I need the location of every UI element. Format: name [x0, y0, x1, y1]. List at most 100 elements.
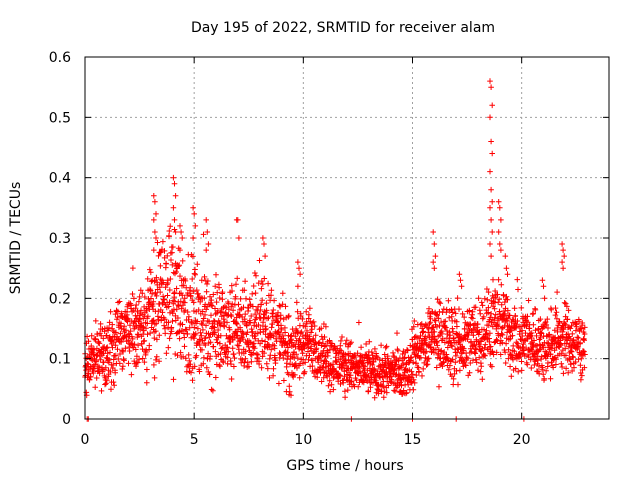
data-point — [163, 261, 169, 267]
data-point — [425, 355, 432, 361]
data-point — [162, 325, 168, 332]
data-point — [431, 334, 437, 340]
data-point — [236, 313, 243, 319]
data-point — [184, 331, 191, 337]
data-point — [430, 259, 436, 265]
data-point — [342, 394, 348, 401]
data-point — [567, 336, 573, 342]
data-point — [401, 355, 407, 362]
data-point — [400, 387, 407, 394]
data-point — [554, 329, 561, 335]
data-point — [191, 211, 197, 217]
data-point — [120, 356, 127, 362]
data-point — [473, 356, 479, 363]
data-point — [303, 308, 309, 315]
data-point — [124, 309, 130, 315]
data-point — [248, 313, 254, 319]
data-point — [515, 368, 521, 375]
data-point — [553, 361, 559, 368]
data-point — [577, 340, 583, 346]
data-point — [427, 344, 433, 350]
data-point — [475, 321, 481, 327]
data-point — [357, 368, 363, 375]
data-point — [266, 356, 273, 362]
data-point — [563, 352, 569, 359]
data-point — [98, 388, 105, 394]
data-point — [139, 290, 146, 296]
data-point — [499, 326, 505, 332]
data-point — [123, 327, 129, 333]
data-point — [542, 319, 549, 325]
chart-title: Day 195 of 2022, SRMTID for receiver ala… — [191, 20, 495, 36]
data-point — [346, 375, 353, 381]
data-point — [533, 333, 540, 339]
data-point — [563, 340, 570, 347]
data-point — [485, 289, 492, 295]
data-point — [199, 347, 205, 353]
data-point — [330, 386, 337, 393]
data-point — [456, 271, 463, 277]
data-point — [497, 205, 503, 211]
data-point — [514, 276, 521, 283]
data-point — [136, 294, 143, 300]
data-point — [451, 371, 458, 377]
data-point — [203, 306, 209, 313]
data-point — [410, 376, 417, 383]
data-point — [118, 320, 124, 327]
data-point — [559, 364, 565, 370]
data-point — [420, 328, 427, 335]
data-point — [495, 276, 502, 283]
data-point — [513, 339, 520, 345]
data-point — [219, 289, 226, 295]
data-point — [159, 309, 166, 316]
data-point — [379, 382, 385, 389]
data-point — [171, 289, 178, 296]
data-point — [374, 386, 381, 392]
data-point — [358, 344, 364, 351]
data-point — [574, 334, 581, 340]
data-point — [568, 361, 574, 367]
data-point — [177, 247, 183, 253]
data-point — [262, 338, 268, 345]
data-point — [405, 382, 411, 388]
data-point — [200, 231, 207, 238]
data-point — [144, 276, 151, 282]
data-point — [179, 235, 185, 241]
data-point — [189, 276, 195, 282]
data-point — [491, 305, 498, 312]
data-point — [423, 362, 430, 368]
data-point — [222, 303, 228, 309]
data-point — [479, 302, 486, 309]
data-point — [97, 330, 103, 337]
data-point — [503, 293, 510, 300]
data-point — [243, 295, 249, 302]
data-point — [442, 318, 449, 325]
data-point — [168, 328, 175, 335]
data-point — [434, 324, 440, 330]
data-point — [461, 345, 467, 352]
data-point — [125, 337, 132, 344]
data-point — [336, 373, 343, 379]
data-point — [213, 299, 220, 305]
data-point — [210, 291, 217, 298]
data-point — [109, 344, 116, 351]
data-point — [263, 300, 270, 306]
data-point — [128, 302, 134, 309]
data-point — [103, 365, 109, 371]
data-point — [558, 361, 565, 367]
data-point — [177, 273, 183, 279]
data-point — [133, 302, 139, 308]
data-point — [266, 375, 273, 381]
data-point — [302, 359, 308, 366]
data-point — [320, 361, 327, 367]
data-point — [265, 280, 271, 287]
x-tick-labels: 0 5 10 15 20 — [81, 432, 531, 448]
data-point — [191, 324, 198, 331]
data-point — [138, 320, 144, 327]
data-point — [244, 359, 251, 366]
data-point — [469, 312, 475, 318]
data-point — [159, 301, 166, 307]
data-point — [194, 318, 200, 325]
data-point — [208, 302, 214, 308]
data-point — [554, 289, 560, 295]
